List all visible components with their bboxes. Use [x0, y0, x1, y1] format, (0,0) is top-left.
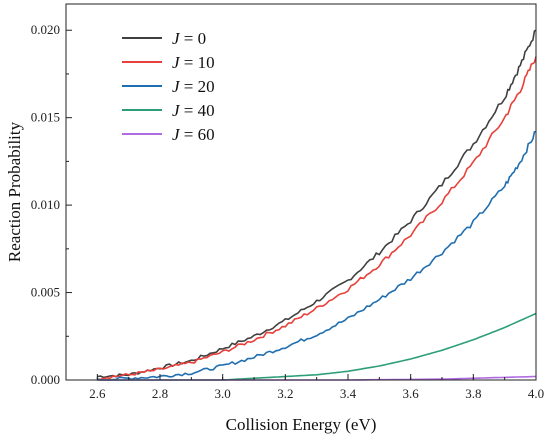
y-tick-label: 0.015	[31, 110, 60, 125]
x-tick-label: 2.8	[152, 386, 168, 401]
legend-var: J	[172, 101, 181, 120]
legend-value: = 20	[180, 77, 215, 96]
x-tick-label: 4.0	[528, 386, 544, 401]
y-axis-label: Reaction Probability	[5, 121, 24, 262]
legend-var: J	[172, 77, 181, 96]
series-line-3	[97, 312, 537, 381]
legend-value: = 0	[180, 29, 207, 48]
x-axis-label: Collision Energy (eV)	[226, 415, 377, 434]
x-tick-label: 3.4	[340, 386, 357, 401]
y-axis-ticks: 0.000 0.005 0.010 0.015 0.020	[31, 22, 72, 387]
series-line-0	[97, 29, 537, 379]
x-tick-label: 3.8	[465, 386, 481, 401]
y-tick-label: 0.005	[31, 285, 60, 300]
series-line-1	[97, 56, 537, 381]
legend-entry: J = 20	[172, 77, 215, 96]
legend-entry: J = 10	[172, 53, 215, 72]
y-tick-label: 0.010	[31, 197, 60, 212]
legend-entry: J = 0	[172, 29, 206, 48]
legend-var: J	[172, 29, 181, 48]
x-tick-label: 2.6	[89, 386, 106, 401]
legend-value: = 60	[180, 125, 215, 144]
legend-var: J	[172, 125, 181, 144]
x-tick-label: 3.0	[215, 386, 231, 401]
x-axis-ticks: 2.6 2.8 3.0 3.2 3.4 3.6 3.8 4.0	[65, 374, 544, 401]
x-tick-label: 3.6	[403, 386, 420, 401]
x-tick-label: 3.2	[277, 386, 293, 401]
legend-value: = 40	[180, 101, 215, 120]
legend-entry: J = 60	[172, 125, 215, 144]
series-layer	[97, 29, 537, 381]
plot-frame	[65, 3, 537, 381]
y-tick-label: 0.020	[31, 22, 60, 37]
legend: J = 0J = 10J = 20J = 40J = 60	[122, 29, 215, 144]
y-tick-label: 0.000	[31, 372, 60, 387]
legend-value: = 10	[180, 53, 215, 72]
legend-var: J	[172, 53, 181, 72]
legend-entry: J = 40	[172, 101, 215, 120]
series-line-2	[97, 130, 537, 381]
